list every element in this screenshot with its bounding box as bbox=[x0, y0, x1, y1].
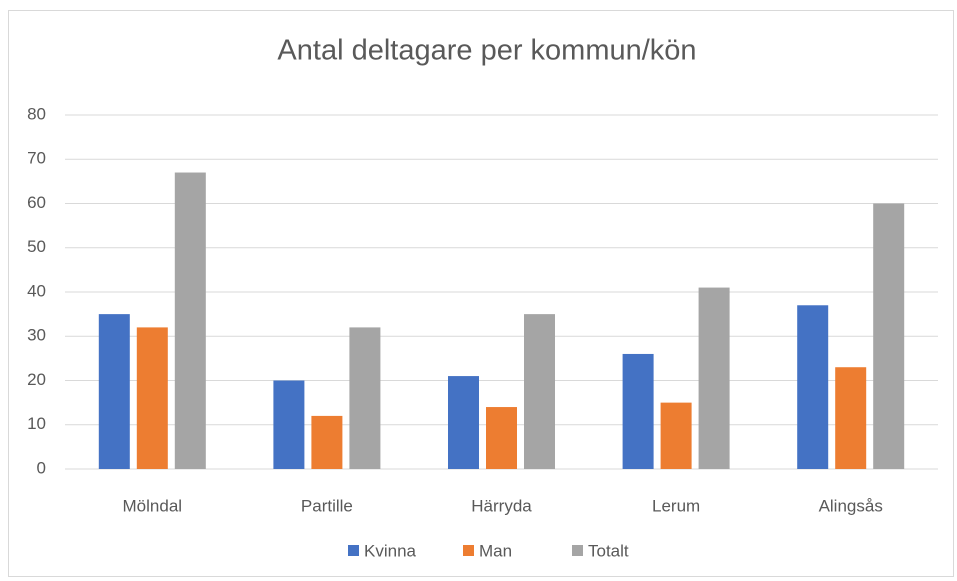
bar bbox=[660, 402, 692, 469]
bar bbox=[524, 314, 555, 469]
x-tick-label: Mölndal bbox=[123, 496, 183, 515]
x-tick-label: Härryda bbox=[471, 496, 532, 515]
y-tick-label: 50 bbox=[27, 237, 46, 256]
y-tick-label: 30 bbox=[27, 326, 46, 345]
y-tick-label: 60 bbox=[27, 193, 46, 212]
legend-label: Man bbox=[479, 541, 512, 560]
bar bbox=[797, 305, 829, 469]
bar bbox=[698, 287, 730, 469]
bar bbox=[448, 376, 479, 469]
x-tick-label: Partille bbox=[301, 496, 353, 515]
y-tick-label: 20 bbox=[27, 370, 46, 389]
y-tick-label: 40 bbox=[27, 281, 46, 300]
y-tick-label: 10 bbox=[27, 414, 46, 433]
bar bbox=[349, 327, 381, 469]
bar bbox=[311, 415, 343, 469]
y-tick-label: 80 bbox=[27, 104, 46, 123]
bar bbox=[835, 367, 867, 469]
bar bbox=[486, 407, 517, 469]
legend-swatch bbox=[572, 545, 583, 556]
legend-label: Totalt bbox=[588, 541, 629, 560]
legend-swatch bbox=[348, 545, 359, 556]
x-tick-label: Lerum bbox=[652, 496, 700, 515]
bar bbox=[98, 314, 130, 469]
legend-swatch bbox=[463, 545, 474, 556]
chart-title: Antal deltagare per kommun/kön bbox=[277, 35, 696, 67]
legend-label: Kvinna bbox=[364, 541, 417, 560]
bar bbox=[622, 353, 654, 469]
x-tick-label: Alingsås bbox=[819, 496, 883, 515]
bar bbox=[174, 172, 206, 469]
y-tick-label: 0 bbox=[37, 458, 46, 477]
bar bbox=[873, 203, 905, 469]
chart-border bbox=[8, 10, 954, 577]
bar bbox=[136, 327, 168, 469]
bar bbox=[273, 380, 305, 469]
y-tick-label: 70 bbox=[27, 149, 46, 168]
